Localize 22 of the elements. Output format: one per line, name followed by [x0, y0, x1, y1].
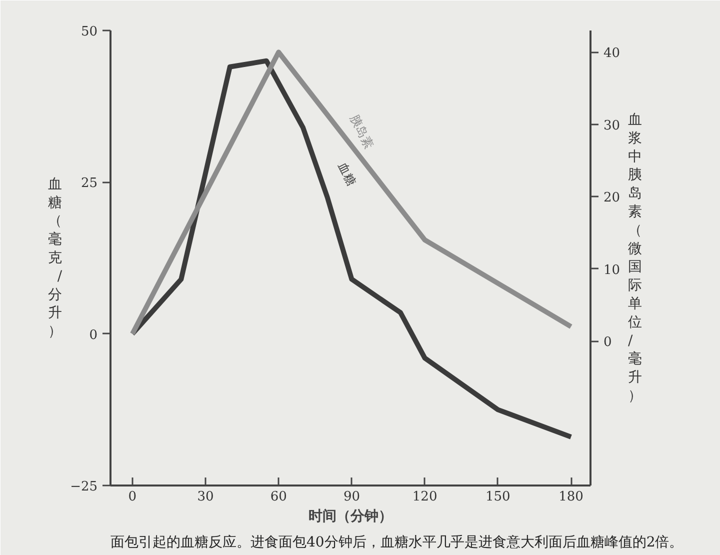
y-tick-label: 0 — [89, 328, 98, 343]
x-tick-label: 120 — [412, 490, 438, 504]
y-tick-label: 25 — [80, 176, 98, 192]
y-tick-label: −25 — [70, 480, 98, 494]
x-tick-label: 90 — [343, 490, 360, 504]
text: 血糖（毫克/分升） — [48, 176, 62, 340]
text: 面包引起的血糖反应。进食面包40分钟后，血糖水平几乎是进食意大利面后血糖峰值的2倍。 — [110, 534, 684, 550]
x-tick-label: 150 — [486, 490, 510, 504]
text: 血糖 — [335, 160, 359, 188]
text: 胰岛素 — [347, 112, 376, 151]
text: 血浆中胰岛素（微国际单位/毫升） — [628, 112, 642, 404]
x-tick-label: 30 — [197, 490, 214, 504]
y2-tick-label: 20 — [604, 190, 620, 206]
x-tick-label: 180 — [558, 490, 584, 504]
x-tick-label: 60 — [270, 490, 287, 504]
y2-tick-label: 0 — [604, 335, 612, 350]
x-tick-label: 0 — [128, 490, 137, 504]
y2-tick-label: 10 — [604, 262, 620, 278]
y2-tick-label: 30 — [604, 118, 620, 134]
x-axis-title: 时间（分钟） — [308, 508, 392, 524]
y-tick-label: 50 — [80, 24, 98, 40]
y2-tick-label: 40 — [604, 46, 620, 62]
